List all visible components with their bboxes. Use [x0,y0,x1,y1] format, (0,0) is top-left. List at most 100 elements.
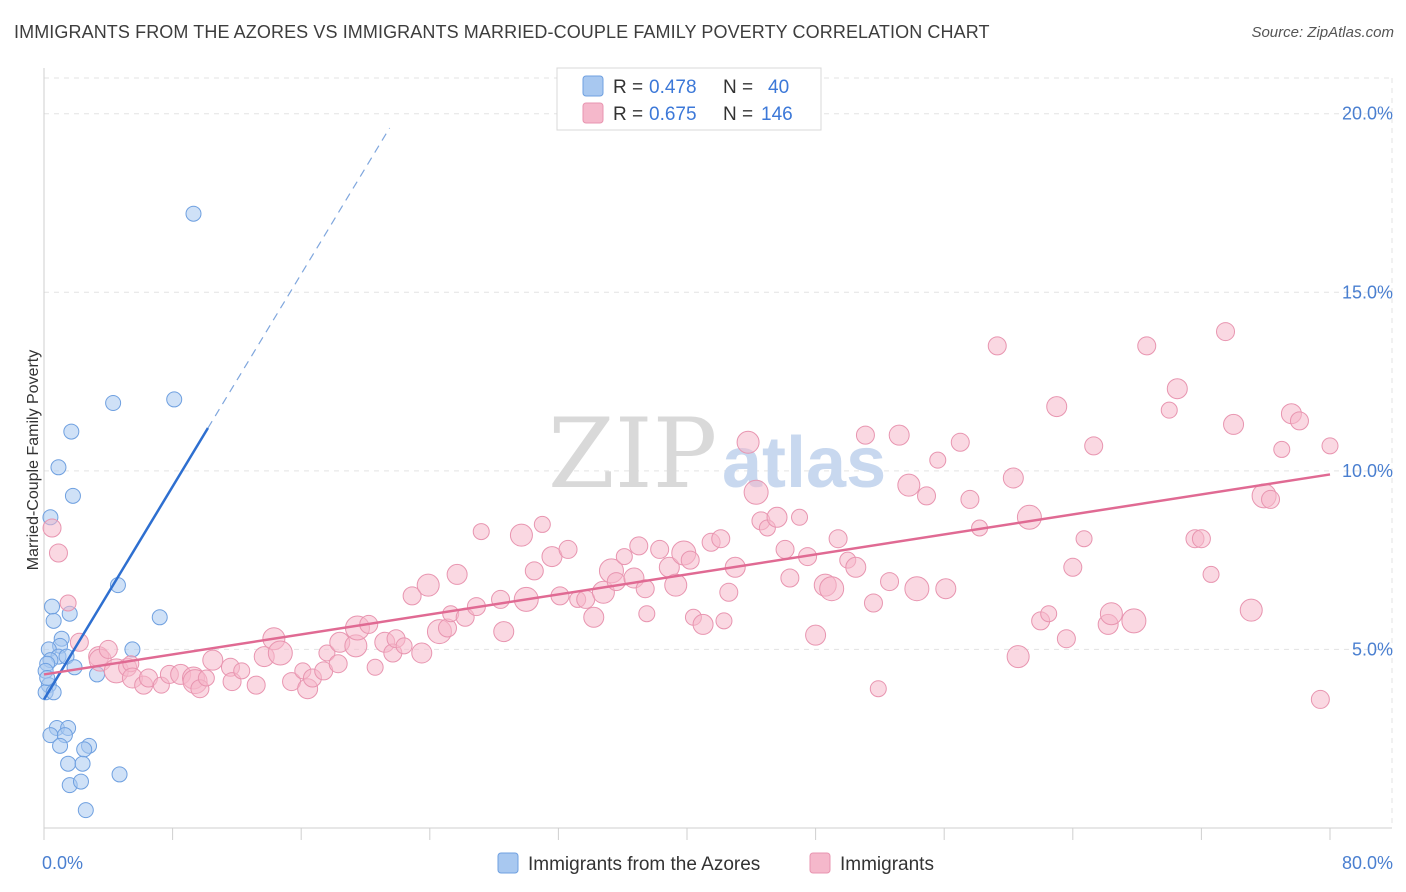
immigrants-point-43 [402,586,422,606]
immigrants-point-67 [606,572,626,592]
immigrants-point-101 [863,593,883,613]
immigrants-point-109 [935,578,957,600]
azores-point-38 [77,802,94,819]
immigrants-point-110 [950,432,970,452]
immigrants-point-91 [780,568,800,588]
immigrants-point-107 [917,486,937,506]
azores-point-15 [124,641,141,658]
immigrants-point-94 [805,624,827,646]
immigrants-point-99 [845,556,867,578]
grid-lines [44,77,1393,828]
azores-point-32 [76,741,93,758]
immigrants-point-73 [650,539,670,559]
immigrants-point-53 [491,589,511,609]
data-points [37,205,1339,819]
immigrants-point-32 [318,644,336,662]
immigrants-point-121 [1063,557,1083,577]
legend-swatch-azores [582,75,604,97]
immigrants-point-54 [493,621,515,643]
y-tick-label-2: 15.0% [1342,282,1393,302]
watermark-zip: ZIP [548,398,717,510]
immigrants-point-125 [1099,602,1123,626]
immigrants-point-18 [197,669,215,687]
legend-n-label-immigrants: N = [723,104,753,125]
immigrants-point-142 [1321,437,1339,455]
azores-point-11 [45,612,62,629]
bottom-legend-label-immigrants: Immigrants [840,854,934,875]
immigrants-point-106 [904,576,930,602]
immigrants-point-58 [533,515,551,533]
immigrants-point-111 [960,489,980,509]
immigrants-point-118 [1040,605,1058,623]
bottom-legend-label-azores: Immigrants from the Azores [528,854,760,875]
immigrants-point-82 [715,612,733,630]
legend-n-value-azores: 40 [768,77,789,98]
bottom-legend-swatch-immigrants [809,852,831,874]
azores-point-30 [52,737,69,754]
azores-point-35 [111,766,128,783]
immigrants-point-79 [692,613,714,635]
immigrants-point-45 [416,573,440,597]
legend-n-value-immigrants: 146 [761,104,793,125]
immigrants-point-105 [897,473,921,497]
azores-point-2 [166,391,183,408]
immigrants-point-85 [736,430,760,454]
legend-swatch-immigrants [582,102,604,124]
immigrants-point-57 [524,561,544,581]
azores-point-9 [44,598,61,615]
immigrants-point-113 [987,336,1007,356]
x-tick-label-0: 0.0% [42,853,83,873]
immigrants-point-132 [1202,565,1220,583]
immigrants-point-102 [869,680,887,698]
legend-r-value-immigrants: 0.675 [649,104,697,125]
immigrants-point-114 [1002,467,1024,489]
axes [43,68,1392,840]
immigrants-point-22 [233,662,251,680]
azores-point-3 [63,423,80,440]
azores-point-33 [60,755,77,772]
immigrants-point-89 [766,506,788,528]
immigrants-point-127 [1137,336,1157,356]
immigrants-point-116 [1016,504,1042,530]
immigrants-point-0 [42,518,62,538]
legend-r-value-azores: 0.478 [649,77,697,98]
immigrants-point-55 [509,523,533,547]
immigrants-point-49 [446,563,468,585]
immigrants-point-129 [1166,378,1188,400]
immigrants-point-52 [472,523,490,541]
immigrants-point-137 [1261,489,1281,509]
immigrants-point-119 [1046,396,1068,418]
chart-source: Source: ZipAtlas.com [1251,24,1394,41]
immigrants-point-115 [1006,645,1030,669]
immigrants-point-38 [366,658,384,676]
immigrants-point-33 [328,654,348,674]
azores-point-20 [66,659,83,676]
legend-r-label-immigrants: R = [613,104,643,125]
y-tick-label-3: 20.0% [1342,104,1393,124]
immigrants-point-135 [1239,598,1263,622]
x-tick-label-1: 80.0% [1342,853,1393,873]
immigrants-point-83 [719,582,739,602]
bottom-legend: Immigrants from the Azores Immigrants [497,852,934,875]
immigrants-point-1 [48,543,68,563]
immigrants-point-77 [680,550,700,570]
immigrants-point-61 [558,539,578,559]
immigrants-point-138 [1273,440,1291,458]
immigrants-point-68 [615,548,633,566]
immigrants-point-140 [1289,411,1309,431]
immigrants-point-75 [664,573,688,597]
azores-point-0 [185,205,202,222]
immigrants-point-141 [1310,689,1330,709]
immigrants-point-103 [880,572,900,592]
azores-trend-line [42,427,210,701]
immigrants-point-131 [1191,529,1211,549]
immigrants-point-81 [711,529,731,549]
immigrants-point-42 [395,637,413,655]
azores-point-10 [151,609,168,626]
immigrants-point-70 [629,536,649,556]
immigrants-point-128 [1160,401,1178,419]
bottom-legend-swatch-azores [497,852,519,874]
immigrants-point-26 [267,640,293,666]
azores-point-1 [105,395,122,411]
